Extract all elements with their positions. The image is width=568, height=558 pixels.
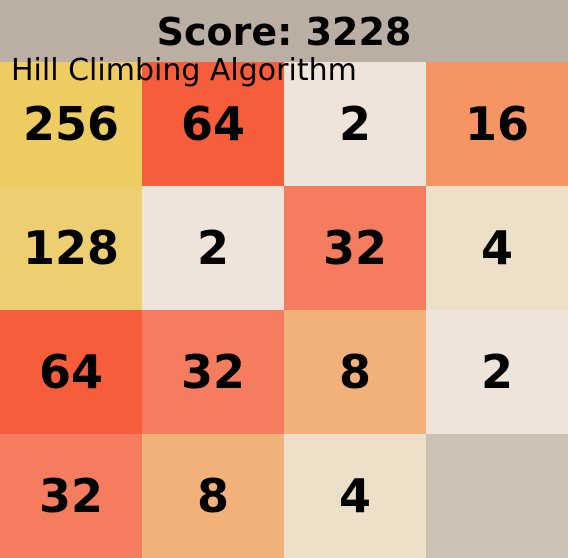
- tile-r3-c3: [426, 434, 568, 558]
- tile-r1-c3: 4: [426, 186, 568, 310]
- tile-r2-c2: 8: [284, 310, 426, 434]
- tile-r0-c2: 2: [284, 62, 426, 186]
- tile-r1-c2: 32: [284, 186, 426, 310]
- tile-r2-c1: 32: [142, 310, 284, 434]
- tile-r3-c0: 32: [0, 434, 142, 558]
- game-board: 256 64 2 16 128 2 32 4 64 32 8 2 32 8 4: [0, 62, 568, 558]
- tile-r2-c0: 64: [0, 310, 142, 434]
- tile-r1-c1: 2: [142, 186, 284, 310]
- tile-r1-c0: 128: [0, 186, 142, 310]
- algorithm-label: Hill Climbing Algorithm: [11, 53, 357, 88]
- tile-r3-c1: 8: [142, 434, 284, 558]
- tile-r2-c3: 2: [426, 310, 568, 434]
- score-display: Score: 3228: [156, 10, 412, 54]
- tile-r0-c3: 16: [426, 62, 568, 186]
- score-header: Score: 3228: [0, 0, 568, 62]
- tile-r0-c0: 256: [0, 62, 142, 186]
- tile-r0-c1: 64: [142, 62, 284, 186]
- tile-r3-c2: 4: [284, 434, 426, 558]
